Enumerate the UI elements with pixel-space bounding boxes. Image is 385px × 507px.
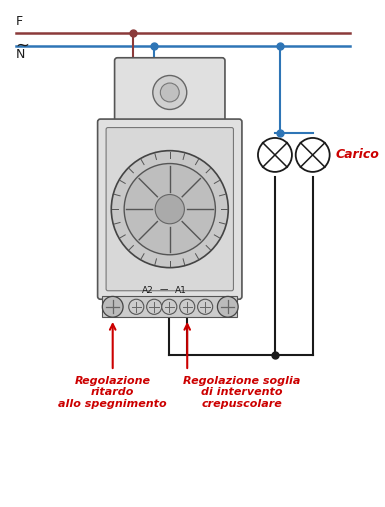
FancyBboxPatch shape: [115, 58, 225, 125]
Text: F: F: [15, 15, 23, 27]
Circle shape: [102, 297, 123, 317]
Circle shape: [296, 138, 330, 172]
FancyBboxPatch shape: [106, 128, 233, 291]
Text: A1: A1: [175, 285, 187, 295]
Bar: [102, 297, 237, 317]
Circle shape: [162, 299, 177, 314]
Text: N: N: [15, 48, 25, 61]
Text: Carico: Carico: [335, 149, 379, 161]
Circle shape: [180, 299, 195, 314]
Circle shape: [147, 299, 162, 314]
Circle shape: [218, 297, 238, 317]
Text: ~: ~: [15, 36, 30, 54]
Text: Regolazione soglia
di intervento
crepuscolare: Regolazione soglia di intervento crepusc…: [183, 376, 301, 409]
Circle shape: [124, 164, 215, 255]
FancyBboxPatch shape: [98, 119, 242, 299]
Circle shape: [160, 83, 179, 102]
Text: Regolazione
ritardo
allo spegnimento: Regolazione ritardo allo spegnimento: [59, 376, 167, 409]
Circle shape: [258, 138, 292, 172]
Text: —: —: [159, 285, 168, 295]
Circle shape: [153, 76, 187, 110]
Circle shape: [129, 299, 144, 314]
Circle shape: [155, 195, 184, 224]
Circle shape: [111, 151, 228, 268]
Circle shape: [198, 299, 213, 314]
Text: A2: A2: [142, 285, 154, 295]
